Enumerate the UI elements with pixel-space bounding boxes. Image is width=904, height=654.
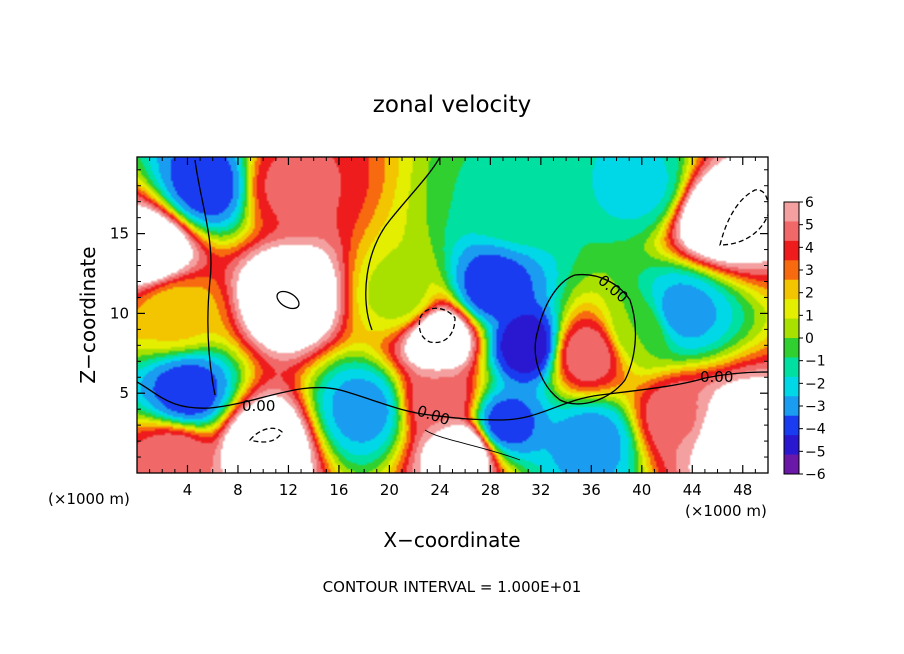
colorbar-label: 3 [805,263,814,279]
y-tick-label: 15 [110,225,129,243]
contour-zero-line [365,157,441,331]
colorbar-label: −5 [805,444,826,460]
x-tick-label: 44 [683,481,702,499]
colorbar-label: 6 [805,195,814,211]
colorbar-label: −6 [805,467,826,483]
contour-zero-line [534,273,637,405]
colorbar-swatch [784,240,799,261]
y-tick-label: 5 [119,384,129,402]
x-unit-label-left: (×1000 m) [48,490,130,508]
x-tick-label: 24 [430,481,449,499]
contour-lines [137,157,768,461]
x-tick-label: 20 [380,481,399,499]
contour-fine-line [424,429,521,461]
x-tick-label: 12 [279,481,298,499]
colorbar-label: −1 [805,354,826,370]
colorbar-swatch [784,357,799,378]
colorbar-label: 0 [805,331,814,347]
x-tick-label: 16 [329,481,348,499]
y-axis-label: Z−coordinate [76,246,100,383]
colorbar-label: 2 [805,286,814,302]
colorbar-label: 5 [805,218,814,234]
colorbar-swatch [784,299,799,320]
colorbar-swatch [784,318,799,339]
chart-title: zonal velocity [373,92,531,118]
x-tick-label: 4 [183,481,193,499]
colorbar-label: 4 [805,240,814,256]
heatmap-field [137,157,768,473]
x-unit-label-right: (×1000 m) [685,502,767,520]
x-tick-label: 32 [531,481,550,499]
contour-interval-note: CONTOUR INTERVAL = 1.000E+01 [323,578,582,596]
colorbar-swatch [784,279,799,300]
colorbar-label: −3 [805,399,826,415]
colorbar-label: −4 [805,422,826,438]
x-tick-label: 28 [481,481,500,499]
colorbar-swatch [784,454,799,475]
colorbar-swatch [784,338,799,358]
contour-label: 0.00 [242,397,275,415]
x-axis-label: X−coordinate [383,528,520,552]
colorbar-swatch [784,376,799,397]
contour-closed-line [276,290,300,310]
y-tick-label: 10 [110,304,129,322]
x-axis-ticks: 4 8 12 16 20 24 28 32 36 40 44 48 [149,157,756,499]
y-axis-ticks: 5 10 15 [110,169,768,458]
colorbar-label: −2 [805,376,826,392]
contour-dashed-line [418,307,456,344]
colorbar-swatch [784,415,799,436]
colorbar-swatch [784,221,799,242]
contour-label: 0.00 [700,368,733,386]
colorbar-swatch [784,202,799,222]
contour-zero-line [137,371,768,421]
contour-dashed-line [248,427,283,443]
x-tick-label: 40 [632,481,651,499]
x-tick-label: 36 [582,481,601,499]
colorbar-swatch [784,435,799,456]
contour-dashed-line [719,189,768,246]
x-tick-label: 48 [733,481,752,499]
colorbar-swatch [784,396,799,417]
contour-zero-line [194,159,216,396]
colorbar-label: 1 [805,308,814,324]
colorbar: 6 5 4 3 2 1 0 −1 −2 −3 −4 −5 −6 [783,195,826,483]
x-tick-label: 8 [233,481,243,499]
colorbar-swatch [784,260,799,281]
